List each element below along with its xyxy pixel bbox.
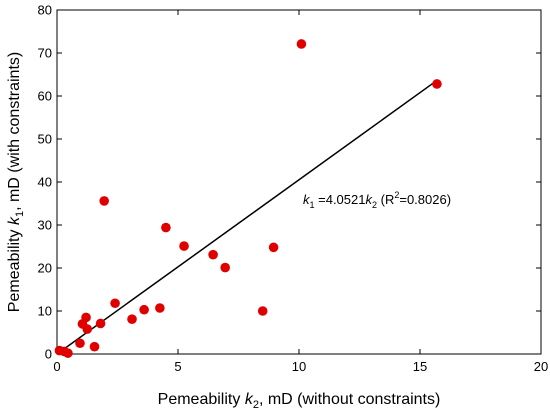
y-tick-label: 40 — [38, 175, 52, 190]
x-tick-label: 15 — [413, 359, 427, 374]
data-point — [220, 262, 230, 273]
y-tick-label: 10 — [38, 304, 52, 319]
y-axis-title-suffix: , mD (with constraints) — [6, 52, 23, 211]
x-axis-title-suffix: , mD (without constraints) — [259, 391, 440, 408]
data-point — [99, 196, 109, 206]
regression-line — [56, 79, 438, 355]
y-axis-title-subscript: 1 — [14, 211, 26, 217]
eq-coefficient: =4.0521 — [315, 192, 366, 207]
x-tick-label: 10 — [292, 359, 306, 374]
eq-lhs-subscript: 1 — [310, 200, 315, 210]
eq-lhs-symbol: k — [303, 192, 311, 207]
y-axis-title: Pemeability k1, mD (with constraints) — [6, 52, 26, 312]
x-axis-title-subscript: 2 — [253, 399, 259, 411]
eq-rhs-subscript: 2 — [372, 200, 377, 210]
x-tick-label: 5 — [174, 359, 181, 374]
y-tick-labels: 0 10 20 30 40 50 60 70 80 — [38, 3, 52, 362]
data-point — [161, 222, 171, 233]
data-point — [139, 304, 149, 315]
data-point — [63, 348, 73, 358]
data-point — [257, 306, 268, 316]
y-tick-label: 0 — [45, 347, 52, 362]
y-tick-label: 70 — [38, 46, 52, 61]
data-point — [432, 79, 442, 89]
data-point — [155, 303, 165, 313]
data-point — [179, 241, 189, 251]
data-point — [95, 318, 106, 329]
data-points — [54, 39, 442, 358]
axis-ticks — [56, 9, 542, 355]
x-axis-title: Pemeability k2, mD (without constraints) — [158, 391, 441, 411]
regression-equation: k1 =4.0521k2 (R2=0.8026) — [303, 190, 451, 210]
eq-r2-open: (R — [377, 192, 394, 207]
x-tick-label: 20 — [534, 359, 548, 374]
data-point — [127, 314, 137, 324]
x-tick-labels: 0 5 10 15 20 — [53, 359, 548, 374]
data-point — [296, 39, 307, 49]
data-point — [82, 324, 93, 334]
y-axis-title-prefix: Pemeability — [6, 225, 23, 312]
y-tick-label: 30 — [38, 218, 52, 233]
y-axis-title-symbol: k — [6, 216, 23, 225]
y-tick-label: 20 — [38, 261, 52, 276]
data-point — [110, 298, 120, 309]
eq-r2-value: =0.8026) — [399, 192, 451, 207]
data-point — [89, 341, 100, 352]
eq-rhs-symbol: k — [365, 192, 373, 207]
y-tick-label: 80 — [38, 3, 52, 18]
x-axis-title-symbol: k — [245, 391, 254, 408]
data-point — [81, 312, 91, 323]
y-tick-label: 50 — [38, 132, 52, 147]
x-axis-title-prefix: Pemeability — [158, 391, 245, 408]
x-tick-label: 0 — [53, 359, 60, 374]
y-tick-label: 60 — [38, 89, 52, 104]
data-point — [75, 338, 85, 349]
data-point — [208, 249, 218, 260]
eq-r2-superscript: 2 — [394, 190, 399, 200]
data-point — [268, 242, 279, 253]
